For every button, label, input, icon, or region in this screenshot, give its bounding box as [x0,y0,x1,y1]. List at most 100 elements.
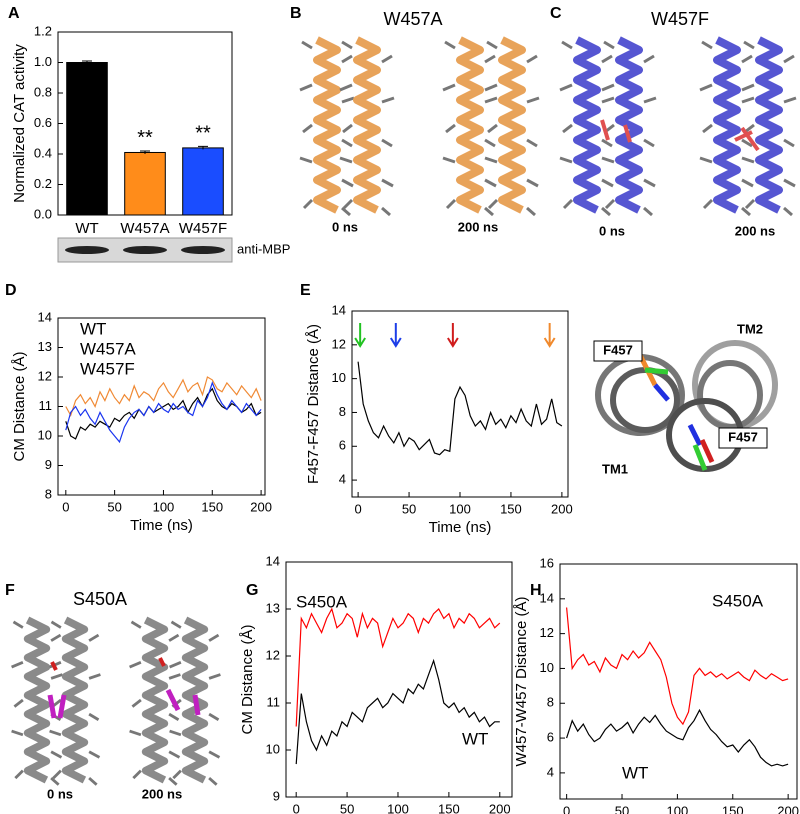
x-tick-label: 100 [153,499,175,514]
x-tick-label: 150 [438,801,460,814]
y-tick-label: 13 [266,600,280,615]
error-bar [140,150,150,154]
y-axis-label: W457-W457 Distance (Å) [513,596,530,766]
y-tick-label: 12 [540,625,554,640]
y-axis-label: CM Distance (Å) [11,351,28,461]
significance-label: ** [137,127,153,149]
image-title: W457F [651,9,709,29]
x-tick-label: 50 [107,499,121,514]
y-tick-label: 1.0 [34,54,52,69]
x-tick-label: 150 [500,501,522,516]
arrow [354,323,366,348]
y-axis-label: CM Distance (Å) [239,624,256,734]
residue-sticks [637,353,715,471]
series-line [295,607,501,727]
y-tick-label: 6 [547,730,554,745]
time-label: 200 ns [735,223,775,238]
plot-frame [285,561,513,798]
helix [700,40,754,215]
panel-letter: H [530,582,542,599]
x-tick-label: 200 [489,801,511,814]
y-tick-label: 14 [332,302,346,317]
series-line [65,381,262,444]
x-tick-label: 50 [402,501,416,516]
x-tick-label: 0 [293,801,300,814]
panel-letter: G [246,582,258,599]
y-tick-label: 4 [547,764,554,779]
panel-letter: A [8,5,20,22]
time-label: 0 ns [47,786,73,801]
helix [340,40,394,215]
time-label: 0 ns [599,223,625,238]
series-line [295,658,500,765]
helix-label: TM2 [737,321,763,336]
blot-label: anti-MBP [237,241,290,256]
x-axis-label: Time (ns) [130,517,193,534]
y-tick-label: 14 [38,309,52,324]
y-tick-label: 9 [45,457,52,472]
y-tick-label: 9 [273,788,280,803]
x-tick-label: 100 [387,801,409,814]
time-label: 0 ns [332,219,358,234]
y-tick-label: 11 [39,398,53,413]
helix [485,40,539,215]
time-label: 200 ns [458,219,498,234]
y-tick-label: 8 [45,486,52,501]
error-bar [198,145,208,150]
y-tick-label: 0.0 [34,206,52,221]
legend-label: W457F [80,359,135,378]
arrow [543,323,556,348]
y-tick-label: 10 [266,741,280,756]
legend-label: W457A [80,339,136,358]
time-label: 200 ns [142,786,182,801]
legend-label: S450A [296,592,348,611]
x-tick-label: 150 [201,499,223,514]
x-tick-label: 200 [250,499,272,514]
series-line [357,361,563,456]
blot-band [180,246,226,254]
blot-band [64,246,110,254]
x-tick-label: 0 [354,501,361,516]
x-tick-label: W457A [120,220,169,237]
y-tick-label: 0.8 [34,84,52,99]
y-tick-label: 0.2 [34,176,52,191]
y-tick-label: 12 [38,368,52,383]
legend-label: WT [80,319,106,338]
x-tick-label: 100 [667,803,689,814]
y-tick-label: 14 [540,590,554,605]
residue-label: F457 [728,429,758,444]
bar [66,62,108,216]
x-tick-label: 0 [62,499,69,514]
x-axis-label: Time (ns) [429,519,492,536]
legend-label: WT [462,729,488,748]
y-tick-label: 12 [266,647,280,662]
y-tick-label: 0.6 [34,115,52,130]
legend-label: WT [622,763,648,782]
y-axis-label: Normalized CAT activity [11,44,28,203]
y-tick-label: 12 [332,336,346,351]
bar [124,151,166,216]
y-tick-label: 6 [339,438,346,453]
y-tick-label: 16 [540,555,554,570]
tm-rings [595,340,778,472]
plot-frame [351,310,569,498]
legend-label: S450A [712,591,764,610]
x-tick-label: 200 [777,803,799,814]
plot-frame [559,563,798,800]
error-bar [82,60,92,65]
helix [12,620,63,785]
panel-letter: C [550,5,562,22]
panel-letter: D [5,282,17,299]
y-tick-label: 10 [540,660,554,675]
series-line [566,607,789,726]
y-tick-label: 0.4 [34,145,52,160]
label-box [593,340,643,362]
y-axis-label: F457-F457 Distance (Å) [305,324,322,484]
label-box [718,427,768,449]
y-tick-label: 11 [267,694,281,709]
significance-label: ** [195,123,211,145]
y-tick-label: 8 [547,695,554,710]
y-tick-label: 10 [332,370,346,385]
x-tick-label: 100 [449,501,471,516]
